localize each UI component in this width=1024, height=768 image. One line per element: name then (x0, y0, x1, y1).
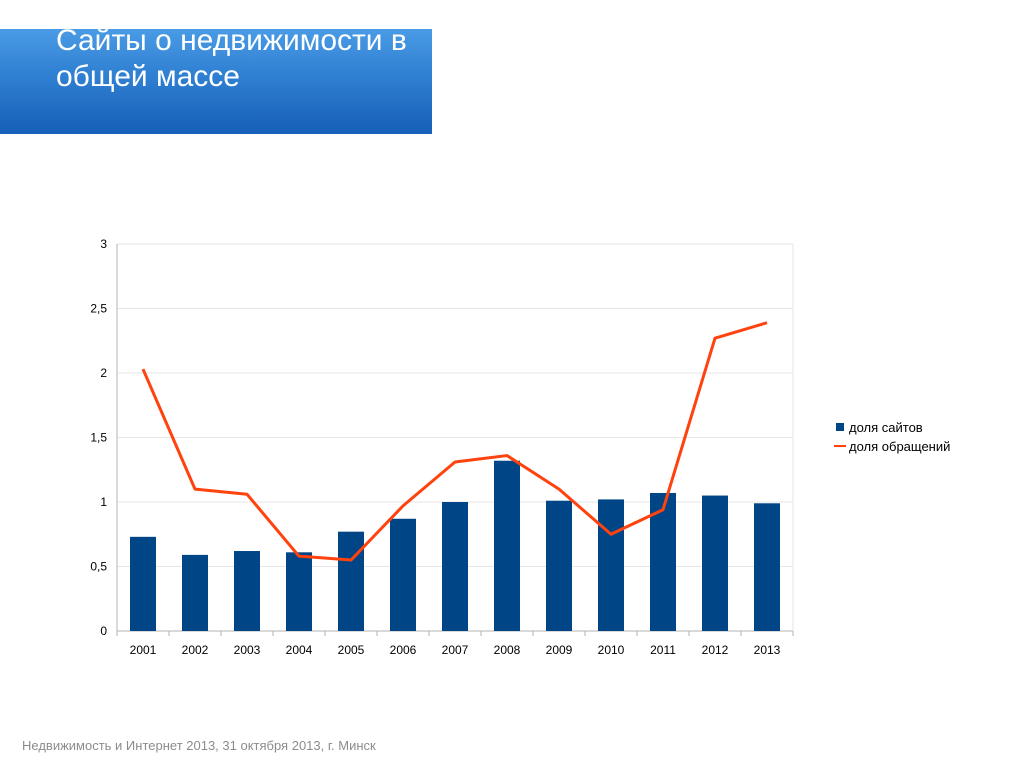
title-banner: Сайты о недвижимости в общей массе (0, 29, 432, 134)
x-tick-label: 2010 (598, 643, 625, 657)
bar-2003 (234, 551, 260, 631)
y-tick-label: 0,5 (90, 560, 107, 574)
y-tick-label: 1,5 (90, 431, 107, 445)
slide-footer: Недвижимость и Интернет 2013, 31 октября… (22, 738, 376, 753)
x-tick-label: 2001 (130, 643, 157, 657)
y-tick-label: 0 (100, 624, 107, 638)
y-tick-label: 2,5 (90, 302, 107, 316)
x-tick-label: 2003 (234, 643, 261, 657)
y-tick-label: 2 (100, 366, 107, 380)
bar-2002 (182, 554, 208, 631)
chart: 0 0,5 1 1,5 2 2,5 3 2001 2002 2003 2004 2005 2006 200… (90, 237, 950, 657)
bar-2008 (494, 460, 520, 631)
bar-2009 (546, 500, 572, 631)
legend-label: доля сайтов (849, 420, 923, 435)
x-tick-label: 2013 (754, 643, 781, 657)
slide-title: Сайты о недвижимости в общей массе (56, 29, 407, 93)
x-tick-label: 2011 (650, 643, 676, 657)
legend-bar-swatch (836, 423, 844, 431)
y-tick-label: 1 (100, 495, 107, 509)
x-tick-label: 2002 (182, 643, 209, 657)
bar-2005 (338, 531, 364, 631)
y-tick-label: 3 (100, 237, 107, 251)
bar-2001 (130, 536, 156, 631)
x-tick-label: 2004 (286, 643, 313, 657)
bar-2012 (702, 495, 728, 631)
x-tick-label: 2005 (338, 643, 365, 657)
x-tick-label: 2006 (390, 643, 417, 657)
x-tick-label: 2009 (546, 643, 573, 657)
bar-2007 (442, 502, 468, 631)
legend-label: доля обращений (849, 439, 950, 454)
x-tick-label: 2008 (494, 643, 521, 657)
bar-2011 (650, 492, 676, 631)
x-tick-label: 2012 (702, 643, 729, 657)
bar-2010 (598, 499, 624, 631)
bar-2004 (286, 552, 312, 631)
bar-2006 (390, 518, 416, 631)
bar-2013 (754, 503, 780, 631)
x-tick-label: 2007 (442, 643, 469, 657)
